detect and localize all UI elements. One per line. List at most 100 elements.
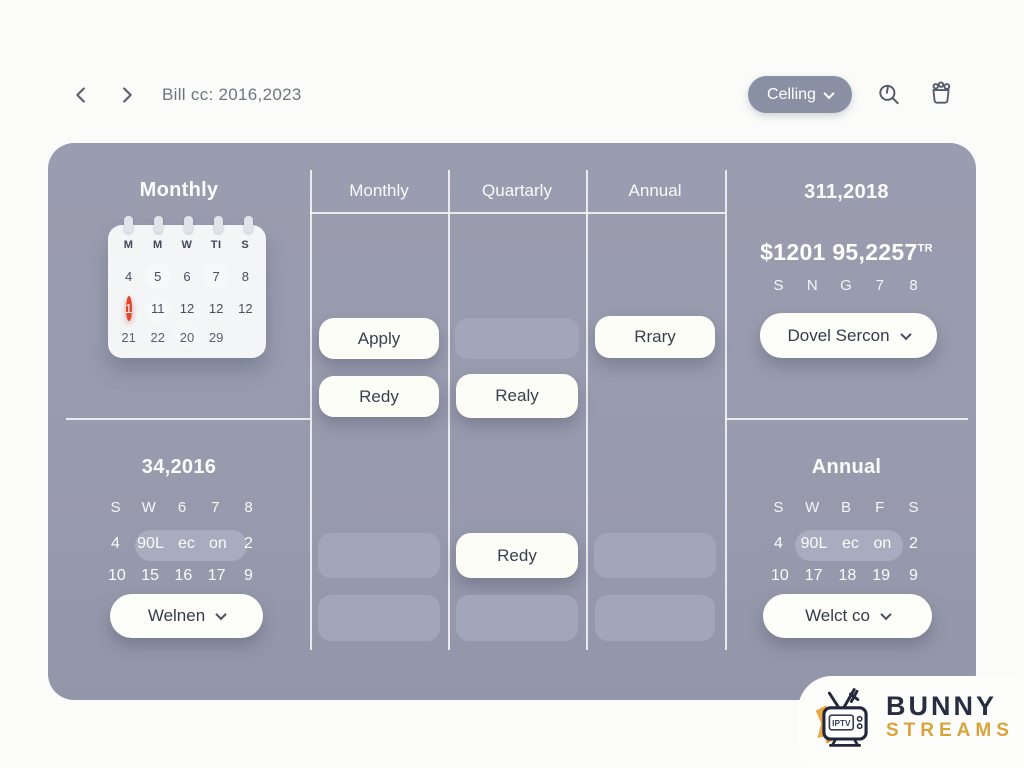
- day-header: 8: [244, 499, 253, 516]
- chevron-down-icon: [215, 608, 227, 621]
- rrary-button[interactable]: Rrary: [595, 316, 715, 358]
- chevron-down-icon: [823, 87, 835, 99]
- date-cell[interactable]: 5: [154, 269, 162, 284]
- calendar-row: 4 5 6 7 8: [114, 269, 260, 284]
- day-header: M: [152, 239, 163, 251]
- date-cell[interactable]: 4: [124, 269, 133, 284]
- welct-co-dropdown-label: Welct co: [805, 606, 870, 625]
- apply-button[interactable]: Apply: [319, 318, 439, 359]
- date-highlight: [203, 263, 229, 289]
- calendar-binder-tab: [214, 216, 223, 233]
- left-section-title: Monthly: [139, 179, 219, 201]
- cell: 17: [804, 567, 823, 584]
- day-header: S: [908, 499, 919, 516]
- cart-button[interactable]: [922, 74, 960, 112]
- logo-text: BUNNY STREAMS: [886, 692, 1014, 741]
- welnen-dropdown[interactable]: Welnen: [110, 594, 263, 638]
- price-value: $1201 95,2257TR: [725, 239, 968, 266]
- day-header: W: [181, 239, 193, 251]
- date-cell[interactable]: 21: [121, 330, 136, 345]
- bunny-streams-logo: IPTV BUNNY STREAMS: [812, 686, 1014, 748]
- day-header: B: [840, 499, 851, 516]
- calendar-widget: M M W TI S 4 5 6 7 8 1 11 12 12 12 21: [108, 216, 266, 358]
- date-cell[interactable]: 20: [179, 330, 195, 345]
- cell: ec: [841, 535, 859, 552]
- page-title: Bill cc: 2016,2023: [162, 85, 302, 104]
- welct-co-dropdown[interactable]: Welct co: [763, 594, 932, 638]
- cell: 18: [838, 567, 857, 584]
- row-highlight-pill: [135, 530, 247, 561]
- day-header: 8: [909, 277, 918, 294]
- day-header: 6: [177, 499, 187, 516]
- selected-date-cell[interactable]: 1: [114, 296, 143, 321]
- date-cell[interactable]: 29: [208, 330, 224, 345]
- cell: 4: [774, 535, 783, 552]
- cell: 10: [108, 567, 126, 584]
- right-section-title: 311,2018: [804, 181, 889, 203]
- date-cell[interactable]: 12: [208, 301, 224, 316]
- placeholder-pill: [455, 318, 579, 359]
- date-cell[interactable]: 7: [212, 269, 220, 284]
- day-header: 7: [211, 499, 220, 516]
- redy-button-monthly[interactable]: Redy: [319, 376, 439, 417]
- placeholder-pill: [318, 595, 440, 641]
- day-header: W: [141, 499, 156, 516]
- day-header: S: [773, 277, 784, 294]
- cell: 90L: [137, 535, 164, 552]
- day-header: 7: [875, 277, 884, 294]
- cell: 90L: [800, 535, 828, 552]
- logo-line1: BUNNY: [886, 691, 998, 722]
- welnen-dropdown-label: Welnen: [147, 606, 206, 625]
- calendar-binder-tab: [154, 216, 163, 233]
- chevron-down-icon: [899, 328, 912, 340]
- prev-button[interactable]: [64, 78, 98, 112]
- dovel-sercon-dropdown-label: Dovel Sercon: [787, 325, 890, 345]
- price-text: $1201 95,2257: [760, 239, 918, 265]
- calendar-binder-tab: [184, 216, 193, 233]
- cell: 2: [244, 535, 253, 552]
- date-cell[interactable]: [231, 330, 260, 345]
- divider: [448, 170, 450, 650]
- celling-dropdown[interactable]: Celling: [748, 76, 852, 113]
- left-bottom-row1: 4 90L ec on 2: [108, 535, 256, 553]
- cell: 4: [111, 535, 120, 552]
- day-header: S: [773, 499, 784, 516]
- date-highlight: [145, 263, 171, 289]
- divider: [310, 212, 725, 214]
- chevron-down-icon: [880, 608, 892, 621]
- day-header: W: [805, 499, 820, 516]
- date-cell[interactable]: 12: [179, 301, 195, 316]
- redy-button-quarterly[interactable]: Redy: [456, 533, 578, 578]
- divider: [725, 170, 727, 650]
- day-header: F: [875, 499, 885, 516]
- cell: on: [209, 535, 227, 552]
- date-cell[interactable]: 12: [238, 301, 253, 316]
- left-bottom-title: 34,2016: [141, 456, 217, 478]
- placeholder-pill: [456, 595, 578, 641]
- right-bottom-row1: 4 90L ec on 2: [771, 535, 921, 553]
- date-cell[interactable]: 22: [150, 330, 166, 345]
- realy-button[interactable]: Realy: [456, 374, 578, 418]
- date-highlight: [145, 297, 171, 323]
- dovel-sercon-dropdown[interactable]: Dovel Sercon: [760, 313, 937, 358]
- right-bottom-title: Annual: [811, 456, 882, 478]
- search-button[interactable]: [870, 76, 908, 114]
- left-bottom-row2: 10 15 16 17 9: [108, 567, 256, 585]
- next-button[interactable]: [110, 78, 144, 112]
- right-day-headers: S N G 7 8: [771, 277, 921, 294]
- redy-button-label: Redy: [497, 545, 537, 565]
- selected-date-badge[interactable]: 1: [125, 296, 132, 321]
- divider: [586, 170, 588, 650]
- date-cell[interactable]: 11: [151, 301, 165, 316]
- day-header: TI: [210, 239, 222, 251]
- apply-button-label: Apply: [357, 328, 401, 348]
- search-icon: [879, 84, 899, 105]
- celling-dropdown-label: Celling: [767, 85, 816, 103]
- logo-line2: STREAMS: [886, 719, 1014, 741]
- date-cell[interactable]: 8: [241, 269, 249, 284]
- calendar-binder-tab: [244, 216, 253, 233]
- calendar-binder-tab: [124, 216, 133, 233]
- date-cell[interactable]: 6: [183, 269, 191, 284]
- divider: [310, 170, 312, 650]
- row-highlight-pill: [795, 530, 903, 561]
